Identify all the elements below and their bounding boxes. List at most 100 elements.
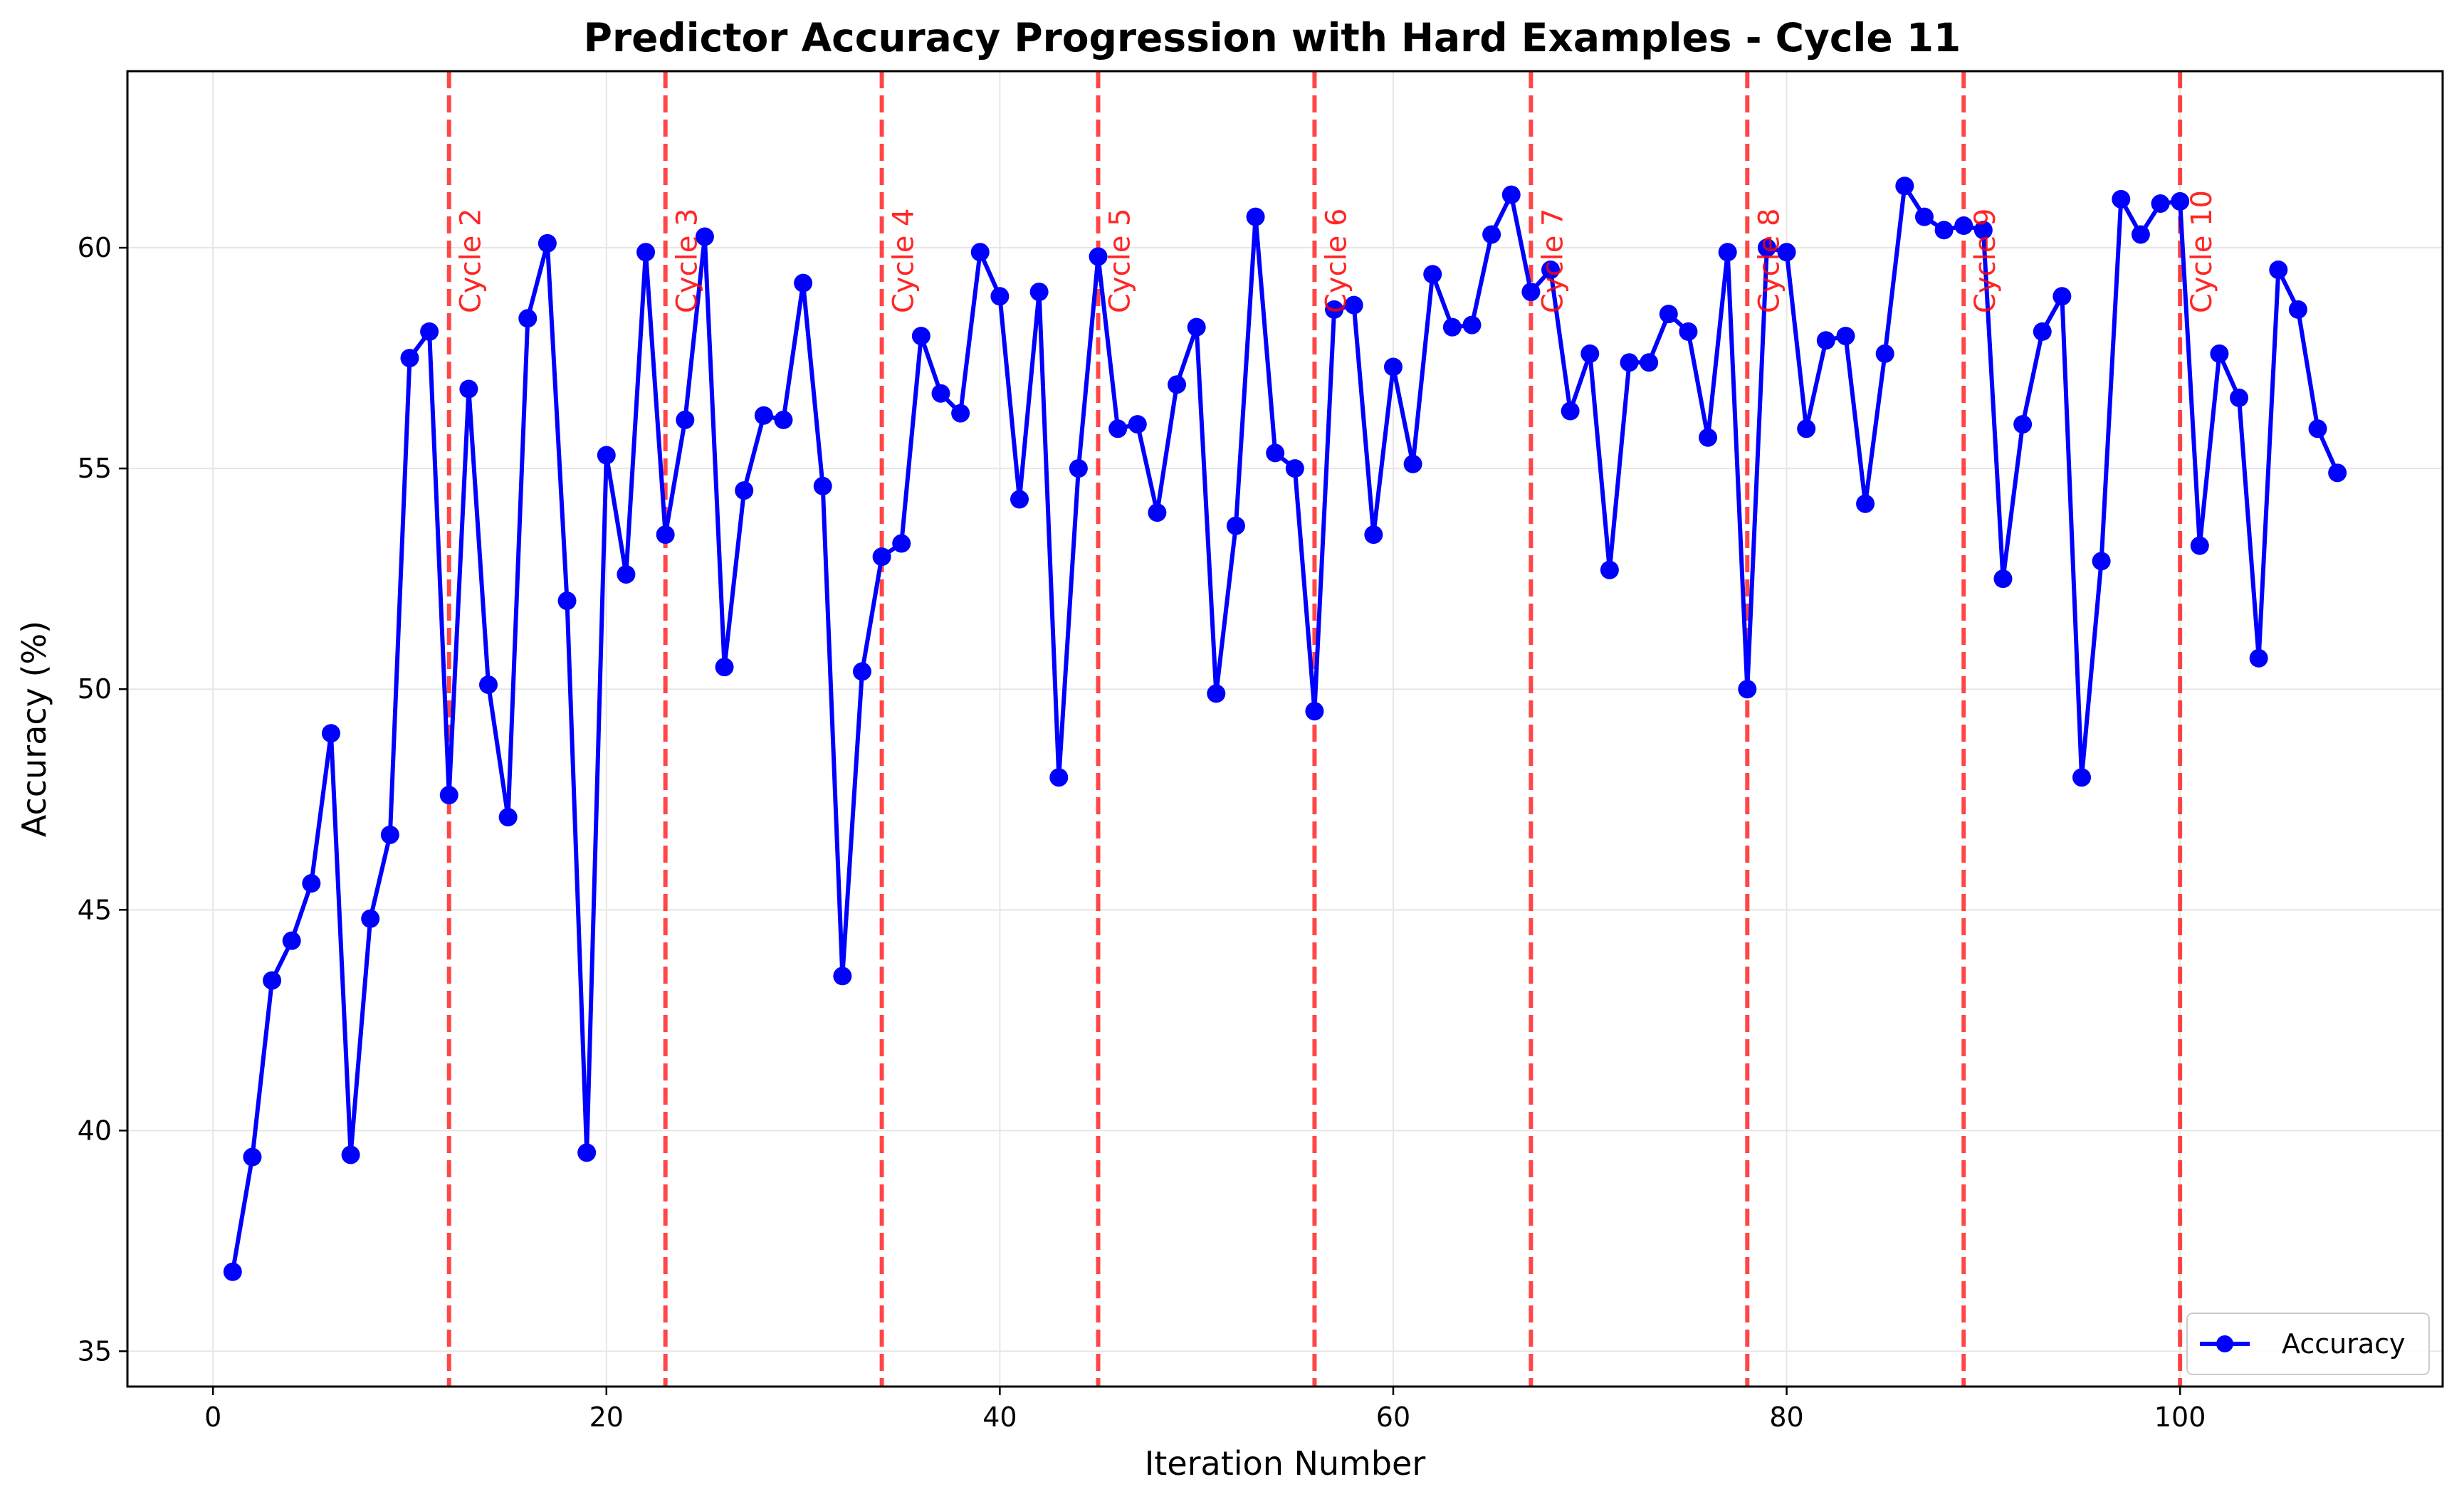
cycle-label: Cycle 7 (1536, 209, 1569, 313)
data-point (1108, 419, 1128, 438)
data-point (1069, 459, 1088, 478)
x-tick-label: 100 (2154, 1402, 2206, 1433)
data-point (695, 227, 714, 246)
y-axis-label: Accuracy (%) (15, 621, 53, 837)
data-point (774, 410, 793, 429)
data-point (341, 1145, 360, 1164)
x-axis-label: Iteration Number (1145, 1444, 1426, 1483)
series-line (230, 184, 2339, 1273)
data-point (813, 476, 832, 495)
data-point (1383, 357, 1403, 377)
data-point (892, 534, 911, 553)
data-point (223, 1262, 242, 1281)
cycle-markers (446, 71, 2183, 1387)
data-point (794, 273, 813, 293)
data-point (557, 591, 577, 611)
data-point (1541, 261, 1560, 280)
y-tick-label: 40 (78, 1115, 112, 1146)
data-point (1993, 569, 2013, 589)
data-point (1442, 317, 1462, 337)
data-point (1187, 317, 1206, 337)
data-point (1620, 353, 1639, 372)
data-point (361, 909, 380, 928)
data-point (617, 564, 636, 584)
data-point (1128, 415, 1147, 434)
data-point (1699, 428, 1718, 447)
cycle-label: Cycle 8 (1753, 209, 1786, 313)
x-tick-label: 60 (1376, 1402, 1410, 1433)
data-point (2269, 261, 2288, 280)
legend: Accuracy (2186, 1313, 2430, 1375)
y-axis-ticks: 35 40 45 50 55 60 (78, 232, 127, 1367)
y-tick-label: 35 (78, 1335, 112, 1367)
data-point (872, 547, 891, 567)
x-tick-label: 80 (1769, 1402, 1803, 1433)
x-tick-label: 0 (204, 1402, 221, 1433)
legend-frame (2186, 1313, 2430, 1375)
data-point (400, 349, 419, 368)
data-point (852, 662, 871, 681)
data-point (1777, 243, 1796, 262)
data-point (636, 243, 656, 262)
data-point (1207, 684, 1226, 703)
data-point (282, 931, 301, 950)
cycle-label: Cycle 10 (2186, 190, 2218, 313)
data-point (2230, 388, 2249, 407)
data-point (1266, 443, 1285, 463)
data-point (970, 243, 990, 262)
data-point (1482, 225, 1501, 244)
data-point (1325, 300, 1344, 319)
x-axis-ticks: 0 20 40 60 80 100 (204, 1387, 2206, 1433)
data-point (1914, 207, 1934, 226)
data-point (2171, 191, 2190, 211)
data-point (380, 825, 399, 844)
data-point (2328, 463, 2347, 483)
legend-marker-swatch (2216, 1335, 2233, 1352)
y-tick-label: 60 (78, 232, 112, 263)
data-point (243, 1147, 262, 1167)
data-point (911, 327, 930, 346)
data-point (2190, 536, 2209, 555)
data-point (990, 287, 1010, 306)
data-point (1954, 216, 1973, 236)
data-point (1895, 177, 1914, 196)
data-point (538, 233, 557, 253)
cycle-label: Cycle 9 (1969, 209, 2002, 313)
data-point (2013, 415, 2033, 434)
data-point (1640, 353, 1659, 372)
data-point (459, 379, 478, 399)
data-point (2053, 287, 2072, 306)
data-point (931, 384, 950, 403)
data-point (263, 971, 282, 990)
data-point (2033, 322, 2052, 341)
data-point (1836, 327, 1855, 346)
data-point (656, 525, 675, 545)
cycle-label: Cycle 3 (671, 209, 704, 313)
data-point (302, 874, 321, 893)
data-point (1364, 525, 1383, 545)
data-point (1049, 768, 1069, 787)
data-point (2072, 768, 2091, 787)
data-point (833, 967, 852, 986)
data-point (1462, 315, 1482, 335)
data-point (2249, 648, 2268, 668)
data-point (2288, 300, 2307, 319)
data-point (1738, 680, 1757, 699)
cycle-labels: Cycle 2 Cycle 3 Cycle 4 Cycle 5 Cycle 6 Cycle… (455, 190, 2218, 313)
cycle-label: Cycle 6 (1320, 209, 1353, 313)
data-point (420, 322, 439, 341)
data-point (498, 808, 518, 827)
y-tick-label: 50 (78, 673, 112, 705)
data-point (518, 309, 538, 328)
data-point (1561, 401, 1580, 421)
data-point (1168, 375, 1187, 394)
data-point (2210, 344, 2229, 363)
cycle-label: Cycle 5 (1104, 209, 1137, 313)
cycle-label: Cycle 2 (455, 209, 488, 313)
data-point (2112, 189, 2131, 209)
data-point (577, 1143, 597, 1162)
data-point (1246, 207, 1265, 226)
data-point (1148, 503, 1167, 522)
